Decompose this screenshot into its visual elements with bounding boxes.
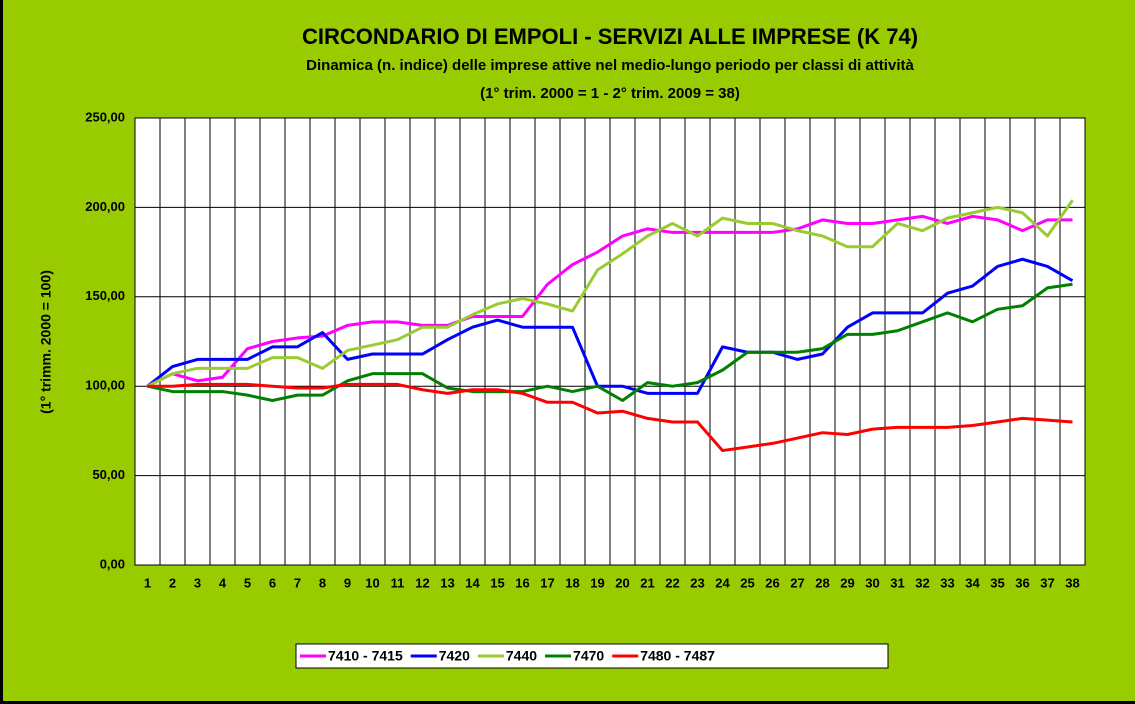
legend-label: 7470 bbox=[573, 648, 604, 664]
x-tick-label: 16 bbox=[515, 575, 529, 590]
legend-label: 7420 bbox=[439, 648, 470, 664]
line-series bbox=[147, 382, 1073, 453]
x-tick-label: 22 bbox=[665, 575, 679, 590]
x-tick-label: 2 bbox=[169, 575, 176, 590]
x-tick-label: 17 bbox=[540, 575, 554, 590]
x-tick-label: 24 bbox=[715, 575, 730, 590]
y-tick-label: 0,00 bbox=[100, 556, 125, 571]
y-tick-label: 250,00 bbox=[85, 109, 125, 124]
x-tick-label: 27 bbox=[790, 575, 804, 590]
x-tick-label: 23 bbox=[690, 575, 704, 590]
y-tick-label: 200,00 bbox=[85, 199, 125, 214]
x-tick-label: 8 bbox=[319, 575, 326, 590]
x-tick-label: 7 bbox=[294, 575, 301, 590]
x-tick-label: 1 bbox=[144, 575, 151, 590]
x-tick-label: 18 bbox=[565, 575, 579, 590]
x-tick-label: 33 bbox=[940, 575, 954, 590]
y-axis-label: (1° trimm. 2000 = 100) bbox=[38, 270, 54, 414]
x-tick-label: 37 bbox=[1040, 575, 1054, 590]
x-tick-label: 3 bbox=[194, 575, 201, 590]
chart-title: CIRCONDARIO DI EMPOLI - SERVIZI ALLE IMP… bbox=[302, 24, 918, 49]
x-tick-label: 25 bbox=[740, 575, 754, 590]
y-tick-label: 100,00 bbox=[85, 378, 125, 393]
x-tick-label: 29 bbox=[840, 575, 854, 590]
y-tick-label: 150,00 bbox=[85, 288, 125, 303]
x-tick-label: 11 bbox=[391, 575, 405, 590]
x-tick-label: 9 bbox=[344, 575, 351, 590]
x-tick-label: 30 bbox=[865, 575, 879, 590]
x-tick-label: 21 bbox=[640, 575, 654, 590]
x-tick-label: 28 bbox=[815, 575, 829, 590]
x-tick-label: 15 bbox=[490, 575, 504, 590]
x-tick-label: 4 bbox=[219, 575, 227, 590]
legend-label: 7440 bbox=[506, 648, 537, 664]
line-series bbox=[146, 199, 1074, 388]
line-series bbox=[147, 282, 1073, 403]
x-tick-label: 14 bbox=[465, 575, 480, 590]
x-tick-label: 32 bbox=[915, 575, 929, 590]
legend-label: 7480 - 7487 bbox=[640, 648, 715, 664]
x-tick-label: 38 bbox=[1065, 575, 1079, 590]
x-tick-label: 5 bbox=[244, 575, 251, 590]
legend bbox=[295, 643, 889, 669]
x-tick-label: 31 bbox=[890, 575, 904, 590]
x-tick-label: 12 bbox=[415, 575, 429, 590]
chart-subtitle: Dinamica (n. indice) delle imprese attiv… bbox=[306, 57, 914, 74]
x-tick-label: 10 bbox=[365, 575, 379, 590]
x-tick-label: 13 bbox=[440, 575, 454, 590]
x-tick-label: 35 bbox=[990, 575, 1004, 590]
chart-subtitle: (1° trim. 2000 = 1 - 2° trim. 2009 = 38) bbox=[480, 85, 740, 102]
x-tick-label: 20 bbox=[615, 575, 629, 590]
x-tick-label: 6 bbox=[269, 575, 276, 590]
x-tick-label: 36 bbox=[1015, 575, 1029, 590]
x-tick-label: 34 bbox=[965, 575, 980, 590]
line-series bbox=[146, 214, 1073, 388]
legend-label: 7410 - 7415 bbox=[328, 648, 403, 664]
x-tick-label: 26 bbox=[765, 575, 779, 590]
x-tick-label: 19 bbox=[590, 575, 604, 590]
y-tick-label: 50,00 bbox=[92, 467, 125, 482]
line-series bbox=[146, 257, 1074, 395]
